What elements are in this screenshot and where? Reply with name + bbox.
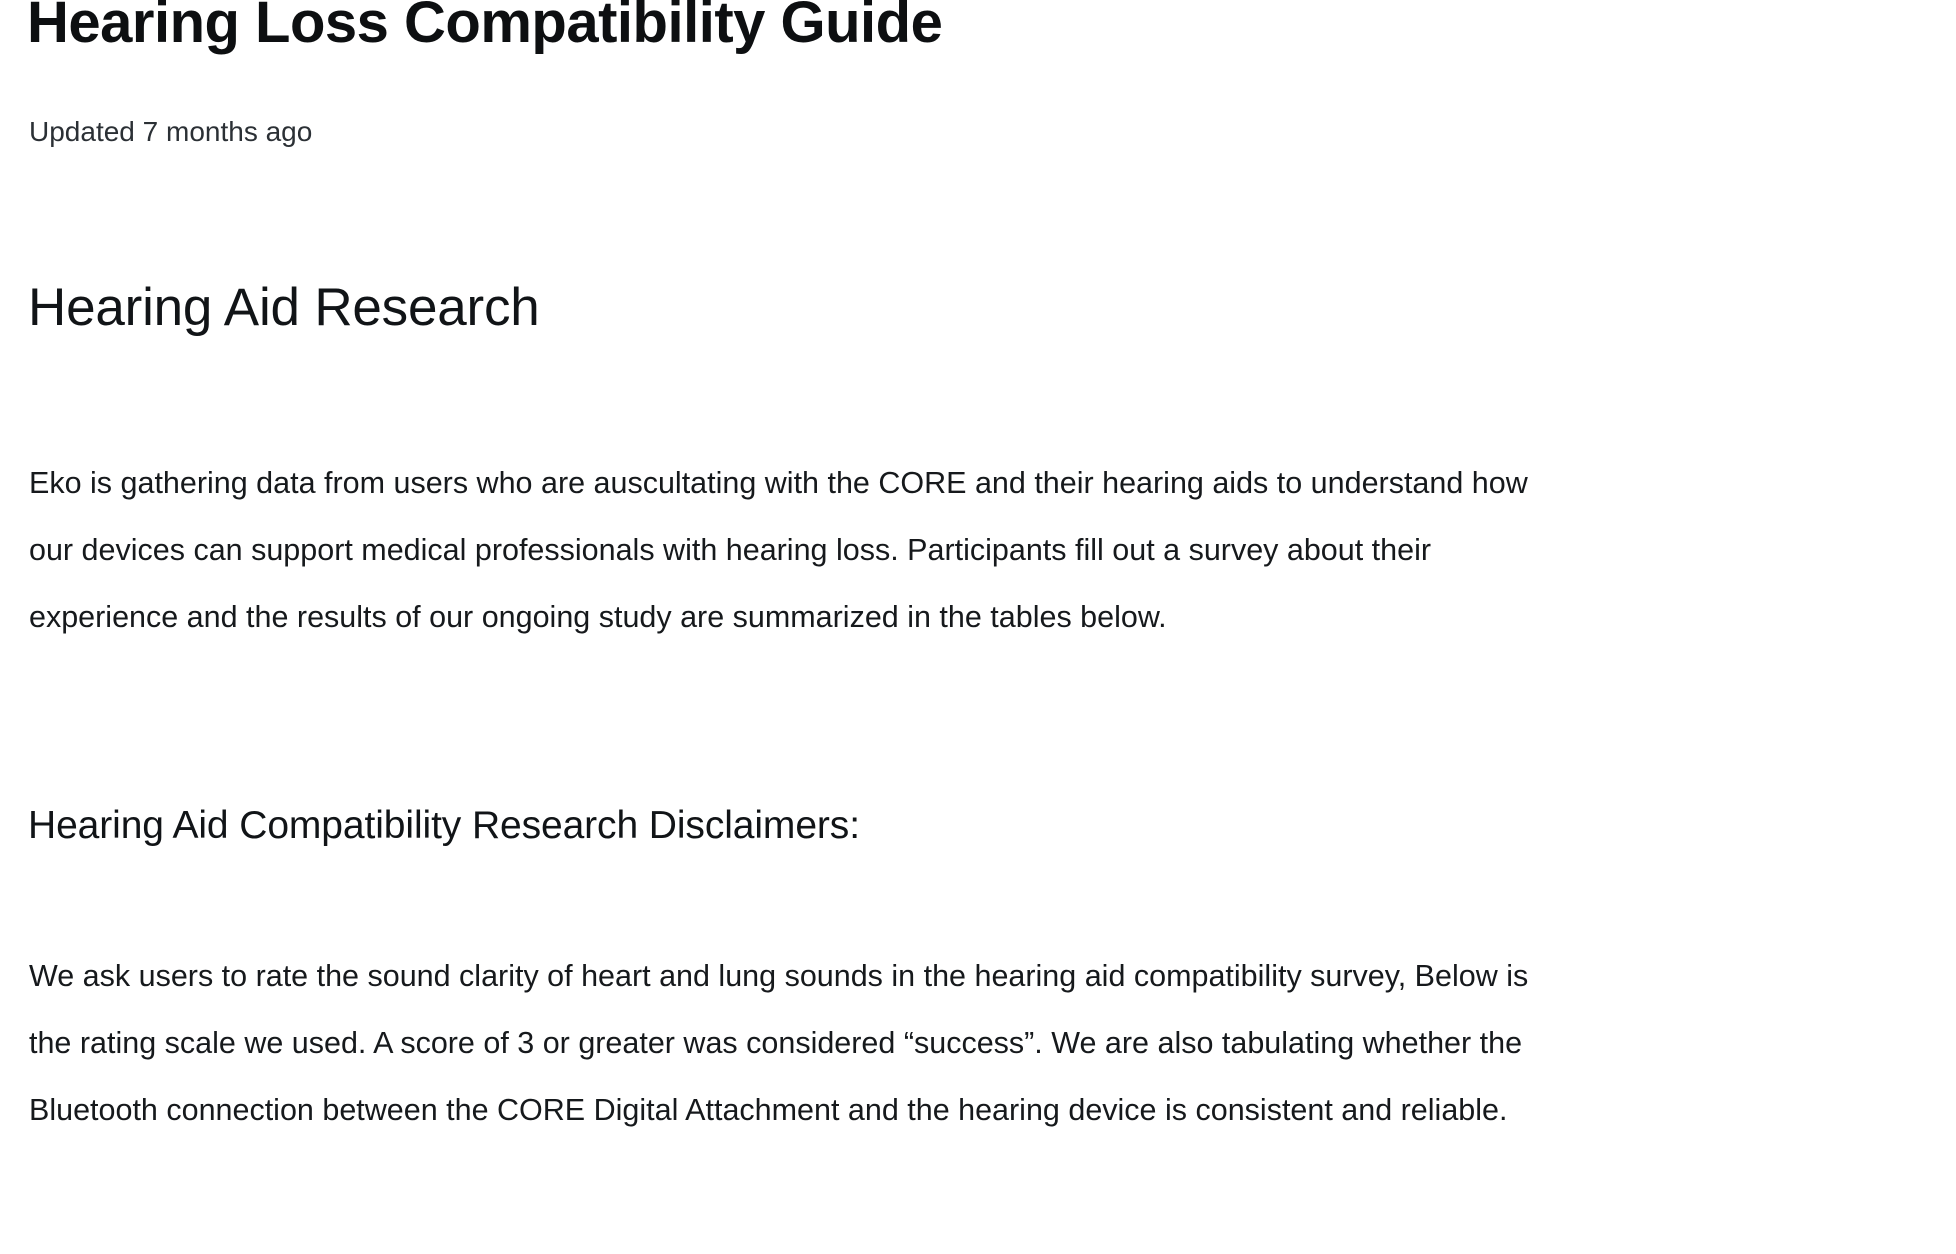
section-heading-hearing-aid-research: Hearing Aid Research <box>28 278 540 337</box>
subsection-paragraph-disclaimers: We ask users to rate the sound clarity o… <box>29 959 1529 1127</box>
last-updated-timestamp: Updated 7 months ago <box>29 116 313 147</box>
page-title: Hearing Loss Compatibility Guide <box>27 0 943 55</box>
section-paragraph-intro: Eko is gathering data from users who are… <box>29 466 1528 634</box>
subsection-heading-disclaimers: Hearing Aid Compatibility Research Discl… <box>28 804 860 847</box>
